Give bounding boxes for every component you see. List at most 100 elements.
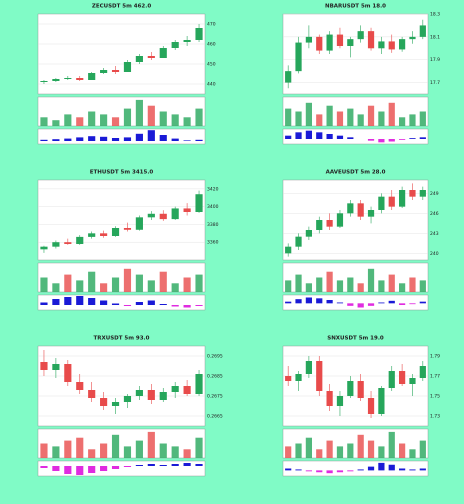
y-tick-label: 1.75 [430,394,440,400]
macd-bar [295,469,302,471]
y-tick-label: 0.2685 [207,374,223,380]
candle-body [357,203,364,217]
macd-bar [326,300,333,304]
y-tick-label: 1.73 [430,414,440,420]
volume-bar [409,449,416,458]
candle-body [347,203,354,214]
macd-bar [100,136,108,141]
candle-body [285,71,292,83]
candle-body [123,396,132,402]
macd-bar [316,470,323,473]
macd-bar [285,468,292,471]
candle-body [388,371,395,388]
y-tick-label: 17.9 [430,57,440,63]
macd-bar [316,132,323,139]
macd-bar [111,303,120,305]
macd-bar [399,303,406,305]
candle-body [159,48,167,58]
volume-bar [100,283,108,292]
candle-body [159,392,167,400]
volume-bar [195,437,203,458]
volume-bar [305,437,312,458]
candle-body [316,220,323,230]
macd-bar [195,139,203,141]
macd-bar [88,298,96,305]
macd-bar [347,137,354,139]
candle-body [326,391,333,406]
macd-bar [171,464,179,466]
candle-body [399,190,406,207]
macd-bar [147,300,155,305]
macd-area [37,128,206,145]
volume-bar [399,117,406,126]
macd-area [282,294,429,311]
candle-body [357,31,364,40]
macd-bar [195,305,203,306]
macd-bar [388,139,395,142]
volume-bar [419,440,426,458]
macd-bar [336,470,344,473]
volume-bar [295,274,302,292]
price-area [37,345,206,427]
macd-bar [52,299,60,305]
volume-bar [336,280,344,292]
volume-bar [171,283,179,292]
macd-bar [64,297,72,305]
panel-title: TRXUSDT 5m 93.0 [94,336,150,342]
y-tick-label: 0.2695 [207,354,223,360]
candle-body [357,381,364,398]
candle-body [147,390,155,400]
macd-bar [52,466,60,471]
volume-bar [357,114,364,126]
volume-bar [399,443,406,458]
macd-bar [171,305,179,307]
volume-bar [409,277,416,292]
candle-body [336,396,344,406]
volume-bar [88,111,96,126]
volume-bar [135,99,143,126]
y-tick-label: 240 [430,251,439,257]
candle-body [316,36,323,51]
candle-body [326,34,333,51]
candle-body [305,230,312,237]
macd-bar [76,137,84,141]
candle-body [171,42,179,48]
y-tick-label: 1.77 [430,374,440,380]
volume-area [37,96,206,127]
panel-title: SNXUSDT 5m 19.0 [327,336,384,342]
volume-bar [100,443,108,458]
volume-bar [409,114,416,126]
volume-bar [123,108,132,126]
candle-body [347,381,354,396]
candle-body [111,402,120,406]
macd-area [282,460,429,477]
macd-bar [419,468,426,471]
macd-bar [40,466,48,468]
candle-body [419,25,426,37]
macd-bar [295,299,302,304]
candle-body [64,242,72,244]
candle-body [295,374,302,381]
volume-area [37,262,206,293]
macd-bar [183,140,191,141]
volume-bar [295,443,302,458]
volume-bar [135,274,143,292]
volume-bar [147,431,155,458]
macd-bar [88,466,96,473]
volume-bar [388,431,395,458]
y-tick-label: 249 [430,191,439,197]
macd-bar [40,139,48,141]
candle-body [378,388,385,414]
candle-body [183,208,191,212]
y-tick-label: 470 [207,22,216,28]
candle-body [305,36,312,43]
volume-bar [111,117,120,126]
candle-body [111,228,120,236]
volume-bar [378,280,385,292]
volume-bar [285,446,292,458]
volume-bar [76,437,84,458]
volume-bar [64,440,72,458]
volume-bar [285,108,292,126]
candle-body [378,41,385,49]
candle-body [419,366,426,378]
